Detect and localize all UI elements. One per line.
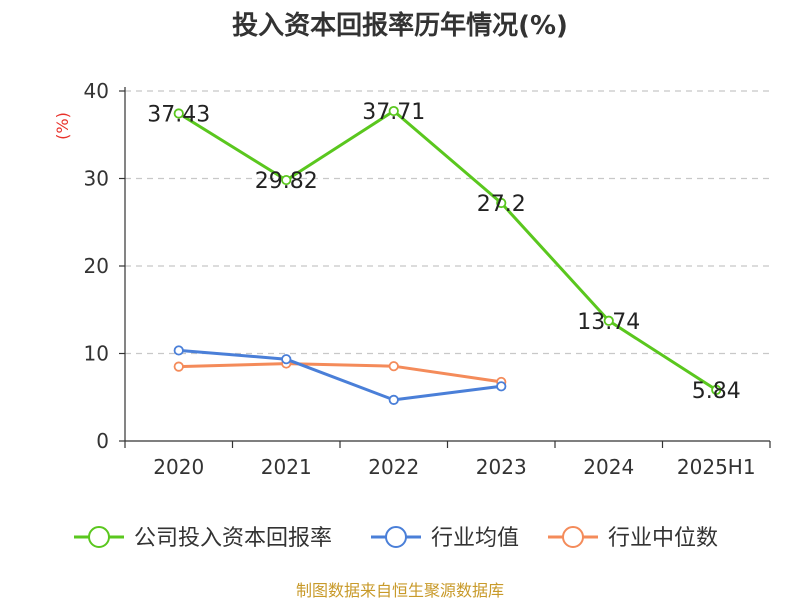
data-label: 13.74 — [577, 310, 640, 335]
y-axis-unit: (%) — [53, 112, 72, 140]
data-labels: 37.43 29.82 37.71 27.2 13.74 5.84 — [147, 100, 740, 404]
data-label: 29.82 — [255, 169, 318, 194]
x-tick-label: 2020 — [153, 455, 204, 479]
data-point — [173, 108, 184, 119]
series-line — [178, 348, 502, 402]
y-axis-ticks: 0 10 20 30 40 — [84, 79, 125, 453]
data-point — [281, 354, 292, 365]
legend-label: 行业中位数 — [608, 526, 718, 551]
data-point — [388, 394, 399, 405]
series-group — [173, 105, 722, 405]
legend-label: 公司投入资本回报率 — [134, 526, 332, 551]
data-point — [173, 345, 184, 356]
legend: 公司投入资本回报率 行业均值 行业中位数 — [74, 526, 718, 551]
data-point — [173, 361, 184, 372]
data-point — [496, 197, 507, 209]
legend-marker — [562, 526, 584, 548]
x-tick-label: 2022 — [368, 455, 419, 479]
x-tick-label: 2024 — [583, 455, 634, 479]
y-tick-label: 10 — [84, 342, 109, 366]
data-label: 5.84 — [692, 379, 741, 404]
legend-label: 行业均值 — [431, 526, 519, 551]
x-tick-label: 2025H1 — [677, 455, 756, 479]
legend-marker — [385, 526, 407, 548]
chart-title: 投入资本回报率历年情况(%) — [232, 10, 568, 41]
y-tick-label: 0 — [96, 429, 109, 453]
source-note: 制图数据来自恒生聚源数据库 — [296, 581, 504, 600]
y-tick-label: 20 — [84, 254, 109, 278]
data-label: 37.71 — [362, 100, 425, 125]
data-point — [388, 105, 399, 117]
data-label: 37.43 — [147, 102, 210, 127]
data-point — [603, 315, 614, 326]
data-point — [281, 174, 292, 186]
data-label: 27.2 — [477, 192, 526, 217]
data-point — [388, 361, 399, 372]
data-point — [711, 384, 722, 395]
data-point — [496, 381, 507, 392]
y-tick-label: 40 — [84, 79, 109, 103]
grid-lines — [125, 90, 770, 355]
x-tick-label: 2023 — [476, 455, 527, 479]
legend-marker — [88, 526, 110, 548]
x-axis-ticks: 2020 2021 2022 2023 2024 2025H1 — [124, 441, 771, 479]
y-tick-label: 30 — [84, 167, 109, 191]
x-tick-label: 2021 — [261, 455, 312, 479]
series-line — [178, 362, 502, 384]
series-line — [178, 109, 718, 392]
